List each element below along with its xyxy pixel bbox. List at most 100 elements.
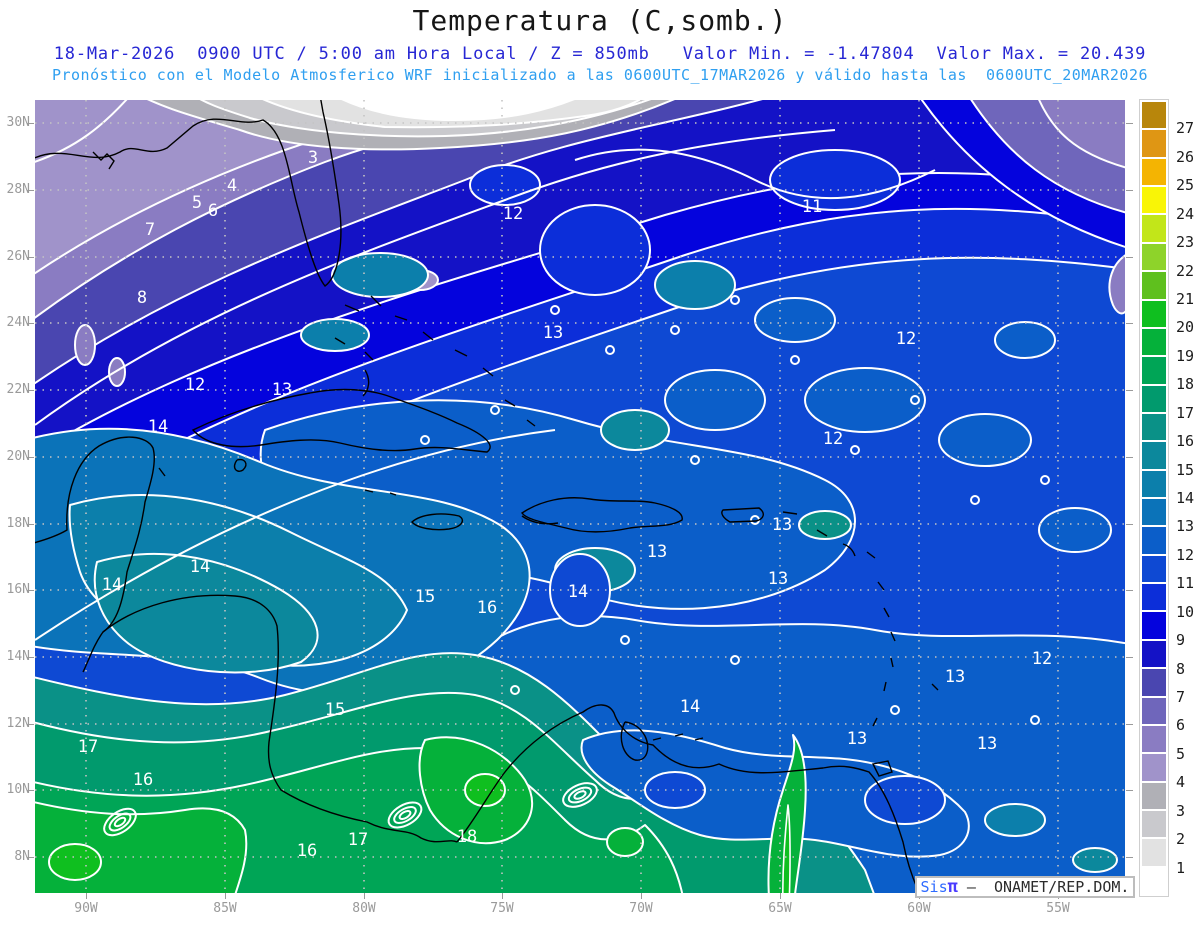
contour-label: 13: [272, 380, 292, 400]
colorbar-tick-label: 1: [1176, 858, 1186, 877]
colorbar-tick-label: 13: [1176, 517, 1195, 536]
lat-tick-mark-left: [27, 390, 34, 391]
colorbar-cell: [1142, 584, 1166, 611]
lat-tick-label: 24N: [6, 315, 30, 330]
lat-tick-mark-right: [1126, 123, 1133, 124]
colorbar-cell: [1142, 158, 1166, 186]
colorbar-cell: [1142, 810, 1166, 838]
lon-tick-mark: [225, 893, 226, 899]
lat-tick-label: 20N: [6, 449, 30, 464]
lat-tick-label: 28N: [6, 182, 30, 197]
lat-tick-mark-right: [1126, 257, 1133, 258]
colorbar-tick-label: 5: [1176, 744, 1186, 763]
pi-icon: π: [947, 877, 958, 897]
colorbar-cell: [1142, 839, 1166, 866]
colorbar-tick-label: 6: [1176, 716, 1186, 735]
subtitle-valid-time: 18-Mar-2026 0900 UTC / 5:00 am Hora Loca…: [53, 44, 1147, 64]
contour-label: 16: [297, 841, 317, 861]
colorbar-tick-label: 10: [1176, 602, 1195, 621]
lat-tick-mark-left: [27, 524, 34, 525]
colorbar-cell: [1142, 640, 1166, 668]
map-plot-area: 3 4 5 6 7 8 12 11 13 12 12 13 14 12 13 13 13 14 14 14 15 16 12…: [24, 89, 1136, 911]
lat-tick-mark-left: [27, 590, 34, 591]
subtitle-model-info: Pronóstico con el Modelo Atmosferico WRF…: [51, 66, 1149, 84]
lat-tick-mark-right: [1126, 790, 1133, 791]
contour-label: 14: [102, 575, 122, 595]
colorbar-tick-label: 14: [1176, 489, 1195, 507]
contour-label: 12: [503, 204, 523, 224]
lat-tick-mark-left: [27, 857, 34, 858]
lon-tick-label: 85W: [213, 901, 237, 916]
lon-tick-label: 80W: [352, 901, 376, 916]
colorbar-tick-label: 21: [1176, 290, 1195, 308]
colorbar-tick-label: 2: [1176, 830, 1186, 849]
colorbar-cell: [1142, 527, 1166, 554]
colorbar-tick-label: 19: [1176, 346, 1195, 365]
watermark-brand: Sis: [920, 878, 948, 896]
colorbar-cell: [1142, 357, 1166, 384]
lat-tick-mark-right: [1126, 857, 1133, 858]
contour-label: 6: [208, 201, 218, 221]
colorbar-cell: [1142, 555, 1166, 583]
lat-tick-mark-right: [1126, 457, 1133, 458]
colorbar-tick-label: 8: [1176, 659, 1186, 678]
contour-label: 13: [543, 323, 563, 343]
lon-tick-label: 55W: [1046, 901, 1070, 916]
lon-tick-label: 70W: [629, 901, 653, 916]
lat-tick-label: 8N: [14, 849, 30, 864]
lat-tick-mark-left: [27, 323, 34, 324]
contour-label: 16: [133, 770, 153, 790]
colorbar-tick-label: 20: [1176, 318, 1195, 337]
lon-tick-mark: [502, 893, 503, 899]
lat-tick-mark-left: [27, 190, 34, 191]
page-title: Temperatura (C,somb.): [412, 4, 788, 37]
lon-tick-label: 65W: [768, 901, 792, 916]
colorbar-tick-label: 12: [1176, 545, 1195, 564]
contour-label: 16: [477, 598, 497, 618]
lon-tick-label: 90W: [74, 901, 98, 916]
colorbar-cell: [1142, 782, 1166, 809]
colorbar-cell: [1142, 470, 1166, 498]
lon-tick-mark: [86, 893, 87, 899]
lat-tick-mark-right: [1126, 190, 1133, 191]
lat-tick-mark-left: [27, 790, 34, 791]
lat-tick-label: 22N: [6, 382, 30, 397]
lon-tick-mark: [780, 893, 781, 899]
colorbar-cell: [1142, 413, 1166, 441]
contour-label: 13: [847, 729, 867, 749]
watermark-badge: Sis π – ONAMET/REP.DOM.: [915, 876, 1135, 898]
colorbar-cell: [1142, 499, 1166, 526]
lat-tick-mark-right: [1126, 724, 1133, 725]
contour-label: 14: [680, 697, 700, 717]
coastlines: [29, 94, 939, 898]
lat-tick-mark-right: [1126, 590, 1133, 591]
colorbar-tick-label: 22: [1176, 261, 1195, 280]
colorbar-tick-label: 9: [1176, 631, 1186, 650]
lat-tick-label: 10N: [6, 782, 30, 797]
contour-label: 13: [977, 734, 997, 754]
contour-label: 15: [415, 587, 435, 607]
contour-label: 17: [78, 737, 98, 757]
colorbar-cell: [1142, 187, 1166, 214]
colorbar-tick-label: 24: [1176, 204, 1195, 223]
colorbar-cell: [1142, 243, 1166, 271]
lat-tick-label: 16N: [6, 582, 30, 597]
contour-label: 15: [325, 700, 345, 720]
contour-label: 4: [227, 176, 237, 196]
colorbar-cell: [1142, 300, 1166, 327]
colorbar-cell: [1142, 754, 1166, 781]
contour-label: 12: [1032, 649, 1052, 669]
contour-label: 12: [896, 329, 916, 349]
colorbar-tick-label: 25: [1176, 176, 1195, 195]
lat-tick-mark-right: [1126, 390, 1133, 391]
lat-tick-mark-right: [1126, 524, 1133, 525]
contour-label: 13: [945, 667, 965, 687]
colorbar-cell: [1142, 272, 1166, 299]
contour-label: 7: [145, 220, 155, 240]
lat-tick-mark-left: [27, 657, 34, 658]
colorbar-tick-label: 15: [1176, 460, 1195, 479]
colorbar-cell: [1142, 669, 1166, 696]
lat-tick-mark-right: [1126, 657, 1133, 658]
lat-tick-label: 14N: [6, 649, 30, 664]
